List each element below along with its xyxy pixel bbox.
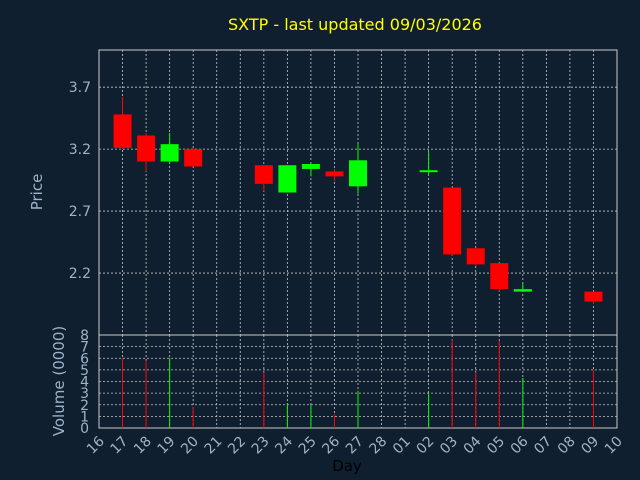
volume-tick-label: 4 [80,375,89,391]
candle-body [419,170,438,173]
price-tick-label: 3.2 [69,142,91,158]
price-panel: 2.2 2.7 3.2 3.7 [69,49,618,336]
volume-tick-label: 0 [80,421,89,437]
volume-tick-label: 8 [80,328,89,344]
candle-body [466,248,485,265]
candle-body [278,165,297,193]
volume-tick-label: 3 [80,386,89,402]
x-axis: 16 17 18 19 20 21 22 23 24 25 26 27 28 01 02 03 04 05 06 07… [84,433,626,457]
candle-body [349,160,367,187]
candle-body [490,263,509,290]
candle-body [513,289,532,292]
volume-tick-label: 7 [80,340,89,356]
volume-tick-label: 1 [80,409,89,425]
volume-tick-label: 5 [80,363,89,379]
chart-title: SXTP - last updated 09/03/2026 [228,15,482,34]
candle-body [113,114,132,148]
candle-body [254,165,273,184]
candle-body [137,135,156,162]
price-axis-label: Price [28,174,46,211]
volume-tick-label: 2 [80,398,89,414]
candle-body [160,144,179,162]
candle-body [301,164,320,169]
volume-tick-label: 6 [80,351,89,367]
candle-body [584,291,603,302]
price-tick-label: 2.2 [69,266,91,282]
candle-body [325,171,344,177]
price-tick-label: 2.7 [69,204,91,220]
x-axis-label: Day [332,457,362,475]
volume-axis-label: Volume (0000) [50,326,68,436]
candle-body [443,187,462,255]
candle-body [184,149,203,167]
price-tick-label: 3.7 [69,80,91,96]
